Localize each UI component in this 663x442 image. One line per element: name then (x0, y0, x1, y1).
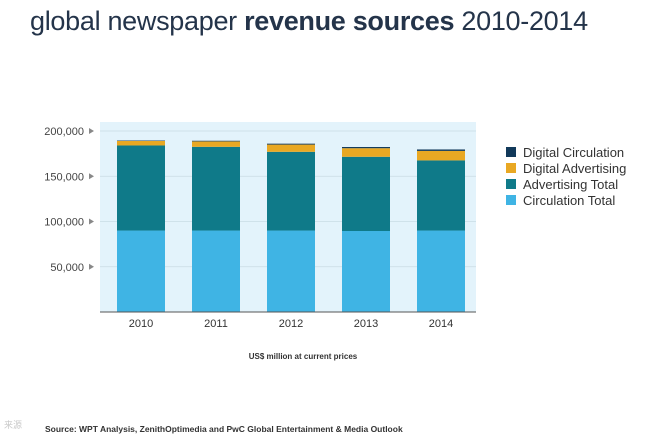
x-axis: 2010 2011 2012 2013 2014 (129, 318, 453, 330)
y-tick-arrow (89, 218, 94, 225)
bar-segment-digital-circulation (192, 140, 240, 142)
bar-segment-advertising-total (342, 156, 390, 232)
y-tick-label: 200,000 (44, 126, 84, 138)
y-tick-label: 50,000 (50, 262, 84, 274)
legend-label: Advertising Total (523, 177, 618, 192)
legend-swatch (506, 179, 516, 189)
bar-segment-digital-advertising (417, 150, 465, 161)
legend-swatch (506, 147, 516, 157)
bar-segment-digital-advertising (267, 144, 315, 152)
x-tick-label: 2010 (129, 318, 153, 330)
x-tick-label: 2012 (279, 318, 303, 330)
title-bold: revenue sources (244, 6, 455, 36)
x-tick-label: 2013 (354, 318, 378, 330)
bar-segment-digital-advertising (192, 141, 240, 147)
y-tick-arrow (89, 128, 94, 134)
legend-swatch (506, 163, 516, 173)
bar-segment-digital-advertising (342, 148, 390, 157)
bars (117, 140, 465, 312)
bar-segment-circulation-total (342, 231, 390, 312)
page-title: global newspaper revenue sources 2010-20… (30, 6, 588, 37)
title-suffix: 2010-2014 (454, 6, 588, 36)
title-prefix: global newspaper (30, 6, 245, 36)
bar-segment-digital-circulation (417, 149, 465, 151)
bar-segment-digital-circulation (342, 147, 390, 149)
bar-segment-advertising-total (267, 151, 315, 231)
legend-swatch (506, 195, 516, 205)
source-note: Source: WPT Analysis, ZenithOptimedia an… (45, 424, 403, 434)
legend-label: Digital Circulation (523, 145, 624, 160)
bar-segment-digital-advertising (117, 140, 165, 146)
y-axis: 200,000 150,000 100,000 50,000 (44, 126, 94, 274)
bar-segment-digital-circulation (267, 143, 315, 145)
y-tick-label: 150,000 (44, 171, 84, 183)
bar-segment-circulation-total (267, 230, 315, 312)
x-tick-label: 2011 (204, 318, 228, 330)
bar-segment-advertising-total (192, 146, 240, 231)
y-tick-label: 100,000 (44, 217, 84, 229)
y-tick-arrow (89, 263, 94, 270)
legend-label: Digital Advertising (523, 161, 626, 176)
y-tick-arrow (89, 173, 94, 180)
bar-segment-advertising-total (117, 145, 165, 231)
bar-segment-circulation-total (417, 230, 465, 312)
bar-segment-circulation-total (117, 230, 165, 312)
bar-segment-advertising-total (417, 160, 465, 231)
units-note: US$ million at current prices (248, 352, 358, 361)
x-tick-label: 2014 (429, 318, 453, 330)
bar-segment-circulation-total (192, 230, 240, 312)
watermark: 来源 (4, 420, 23, 430)
legend-label: Circulation Total (523, 193, 615, 208)
